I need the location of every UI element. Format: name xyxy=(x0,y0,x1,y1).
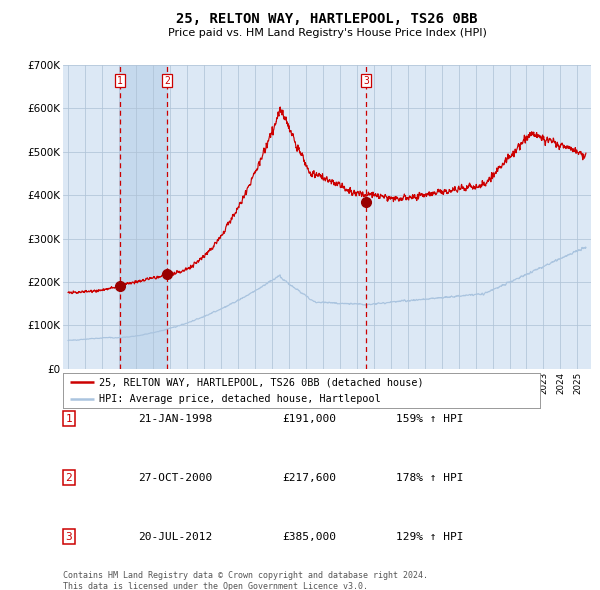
Text: 25, RELTON WAY, HARTLEPOOL, TS26 0BB (detached house): 25, RELTON WAY, HARTLEPOOL, TS26 0BB (de… xyxy=(99,378,424,388)
Text: £191,000: £191,000 xyxy=(282,414,336,424)
Text: 1: 1 xyxy=(117,76,123,86)
Text: Price paid vs. HM Land Registry's House Price Index (HPI): Price paid vs. HM Land Registry's House … xyxy=(167,28,487,38)
Text: £385,000: £385,000 xyxy=(282,532,336,542)
Text: 178% ↑ HPI: 178% ↑ HPI xyxy=(396,473,464,483)
Text: 1: 1 xyxy=(65,414,73,424)
Text: 27-OCT-2000: 27-OCT-2000 xyxy=(138,473,212,483)
Text: HPI: Average price, detached house, Hartlepool: HPI: Average price, detached house, Hart… xyxy=(99,394,380,404)
Text: 129% ↑ HPI: 129% ↑ HPI xyxy=(396,532,464,542)
Text: 3: 3 xyxy=(363,76,369,86)
Text: 2: 2 xyxy=(164,76,170,86)
Text: 2: 2 xyxy=(65,473,73,483)
Text: 20-JUL-2012: 20-JUL-2012 xyxy=(138,532,212,542)
Text: Contains HM Land Registry data © Crown copyright and database right 2024.
This d: Contains HM Land Registry data © Crown c… xyxy=(63,571,428,590)
Text: £217,600: £217,600 xyxy=(282,473,336,483)
Bar xyxy=(120,65,167,369)
Text: 3: 3 xyxy=(65,532,73,542)
Text: 21-JAN-1998: 21-JAN-1998 xyxy=(138,414,212,424)
Text: 159% ↑ HPI: 159% ↑ HPI xyxy=(396,414,464,424)
Text: 25, RELTON WAY, HARTLEPOOL, TS26 0BB: 25, RELTON WAY, HARTLEPOOL, TS26 0BB xyxy=(176,12,478,26)
